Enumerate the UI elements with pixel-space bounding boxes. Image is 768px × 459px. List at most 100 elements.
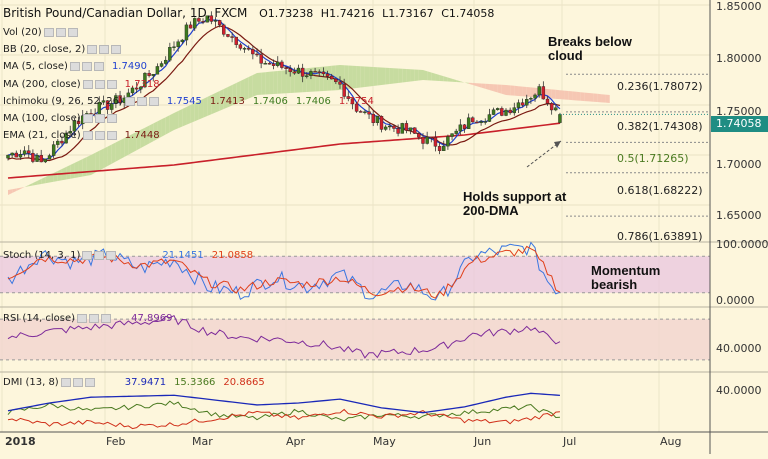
legend-ma200[interactable]: MA (200, close) 1.7318 [3,79,160,90]
candle-body [263,63,267,65]
ichimoku-cloud-segment [70,163,75,179]
eye-icon[interactable] [69,61,80,71]
gear-icon[interactable] [94,79,105,89]
gear-icon[interactable] [94,113,105,123]
gear-icon[interactable] [99,44,110,54]
eye-icon[interactable] [124,96,135,106]
eye-icon[interactable] [82,79,93,89]
gear-icon[interactable] [55,27,66,37]
legend-ma5[interactable]: MA (5, close) 1.7490 [3,61,147,72]
candle-body [417,133,421,138]
ichimoku-cloud-segment [219,89,224,111]
ichimoku-cloud-segment [227,85,233,108]
gear-icon[interactable] [72,377,83,387]
candle-body [255,53,259,56]
ichimoku-cloud-segment [443,76,448,82]
candle-body [338,81,342,85]
ichimoku-cloud-segment [41,177,46,184]
eye-icon[interactable] [82,113,93,123]
ichimoku-cloud-segment [111,142,116,164]
ichimoku-cloud-segment [576,91,581,101]
candle-body [520,102,525,106]
legend-stoch[interactable]: Stoch (14, 3, 1) 21.1451 21.0858 [3,250,254,261]
ichimoku-cloud-segment [37,179,42,185]
ichimoku-cloud-segment [435,73,440,81]
close-icon[interactable] [106,79,117,89]
legend-ema21[interactable]: EMA (21, close) 1.7448 [3,130,160,141]
close-icon[interactable] [106,113,117,123]
ichimoku-cloud-segment [8,189,13,195]
ichimoku-cloud-segment [261,72,266,95]
eye-icon[interactable] [82,130,93,140]
ichimoku-cloud-segment [66,165,71,180]
candle-body [554,107,558,111]
candle-body [454,130,458,134]
candle-body [437,146,442,151]
ichimoku-cloud-segment [572,91,577,101]
candle-body [284,67,288,69]
fib-label-0618: 0.618(1.68222) [617,184,703,197]
ichimoku-cloud-segment [464,82,469,84]
eye-icon[interactable] [43,27,54,37]
gear-icon[interactable] [94,250,105,260]
legend-bb[interactable]: BB (20, close, 2) [3,44,122,55]
legend-ichimoku[interactable]: Ichimoku (9, 26, 52, 26) 1.7545 1.7413 1.74… [3,96,374,107]
ichimoku-cloud-segment [281,70,287,94]
candle-body [101,100,106,103]
eye-icon[interactable] [77,313,88,323]
candle-body [462,124,467,129]
ichimoku-cloud-segment [273,71,278,94]
ichimoku-cloud-segment [593,93,598,103]
candle-body [433,137,438,147]
legend-rsi[interactable]: RSI (14, close) 47.8969 [3,313,173,324]
ichimoku-cloud-segment [20,187,25,189]
ichimoku-cloud-segment [12,188,17,193]
close-icon[interactable] [84,377,95,387]
ichimoku-value-5: 1.7754 [338,96,374,107]
candle-body [388,125,392,128]
ichimoku-cloud-segment [161,117,166,137]
candle-body [64,132,68,144]
candle-body [188,24,193,29]
ichimoku-cloud-segment [211,93,216,115]
eye-icon[interactable] [60,377,71,387]
candle-body [213,20,218,22]
close-icon[interactable] [67,27,78,37]
ichimoku-cloud-segment [356,66,361,88]
ichimoku-cloud-segment [410,69,415,82]
ichimoku-cloud-segment [514,85,519,96]
gear-icon[interactable] [89,313,100,323]
gear-icon[interactable] [94,130,105,140]
ichimoku-cloud-segment [381,67,386,85]
candle-body [251,49,255,55]
close-icon[interactable] [148,96,159,106]
ichimoku-cloud-segment [418,69,423,81]
stoch-tick-label: 0.0000 [716,294,755,307]
ichimoku-cloud-segment [551,89,556,99]
candle-body [271,63,276,66]
candle-body [68,130,72,134]
close-icon[interactable] [106,250,117,260]
close-icon[interactable] [101,313,112,323]
eye-icon[interactable] [87,44,98,54]
legend-vol[interactable]: Vol (20) [3,27,78,38]
close-icon[interactable] [106,130,117,140]
close-icon[interactable] [111,44,122,54]
close-icon[interactable] [93,61,104,71]
candle-body [114,95,118,104]
gear-icon[interactable] [81,61,92,71]
legend-ma100[interactable]: MA (100, close) [3,113,117,124]
eye-icon[interactable] [82,250,93,260]
ichimoku-cloud-segment [427,71,432,81]
ichimoku-cloud-segment [352,65,357,89]
ichimoku-cloud-segment [99,148,104,171]
legend-dmi[interactable]: DMI (13, 8) 37.9471 15.3366 20.8665 [3,377,265,388]
candle-body [163,59,168,64]
gear-icon[interactable] [136,96,147,106]
candle-body [39,155,43,163]
ichimoku-cloud-segment [78,159,83,178]
ichimoku-cloud-segment [248,75,253,99]
ichimoku-cloud-segment [174,111,179,130]
